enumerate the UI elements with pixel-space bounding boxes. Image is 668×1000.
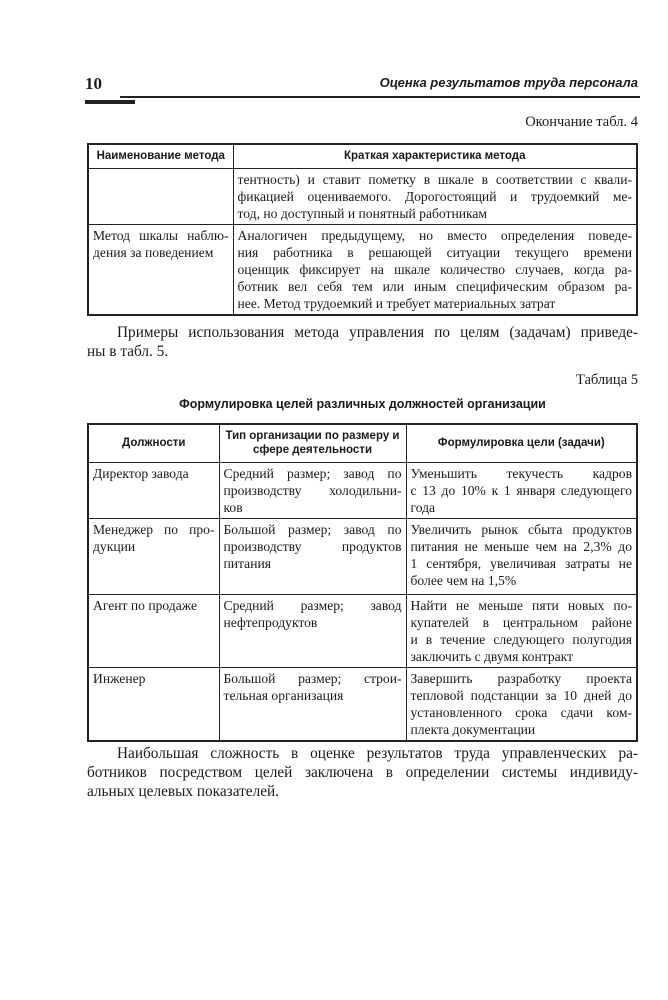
text-line: питания не меньше чем на 2,3% до	[410, 538, 633, 554]
table5-cell-position: Инженер	[87, 666, 220, 742]
table5-cell-goal: Завершить разработку проекта тепловой под…	[405, 666, 638, 742]
text-line: дукции	[93, 538, 136, 554]
table4-cell-name	[87, 167, 234, 225]
text-line: нефтепродуктов	[223, 614, 318, 630]
paragraph-2: Наибольшая сложность в оценке результато…	[87, 744, 638, 801]
text-line: ботник вел себя тем или иным специфическ…	[237, 278, 633, 294]
table4: Наименование метода Краткая характеристи…	[87, 143, 638, 316]
text-line: Средний размер; завод по	[223, 465, 402, 481]
text-line: купателей в центральном районе	[410, 614, 633, 630]
table5-header-type: Тип организации по размеру и сфере деяте…	[218, 423, 407, 463]
text-line: тельная организация	[223, 687, 344, 703]
text-line: альных целевых показателей.	[87, 783, 280, 800]
text-line: с 13 до 10% к 1 января следующего	[410, 482, 633, 498]
text-line: Наибольшая сложность в оценке результато…	[117, 745, 638, 762]
text-line: 1 сентября, увеличивая затраты не	[410, 555, 633, 571]
table5-cell-position: Агент по продаже	[87, 593, 220, 668]
text-line: нее. Метод трудоемкий и требует материал…	[237, 295, 556, 311]
running-title: Оценка результатов труда персонала	[379, 75, 638, 90]
text-line: ков	[223, 499, 243, 515]
text-line: ния работника в решающей ситуации текуще…	[237, 244, 633, 260]
text-line: фикацией оцениваемого. Дорогостоящий и т…	[237, 188, 633, 204]
table5-header-position: Должности	[87, 423, 220, 463]
table5-title: Формулировка целей различных должностей …	[179, 397, 546, 411]
table4-cell-desc: Аналогичен предыдущему, но вместо опреде…	[232, 223, 638, 315]
text-line: Инженер	[93, 670, 146, 686]
table5-cell-goal: Увеличить рынок сбыта продуктов питания н…	[405, 517, 638, 595]
table5-cell-type: Средний размер; завод по производству хол…	[218, 461, 407, 519]
text-line: Директор завода	[93, 465, 189, 481]
table5-cell-type: Большой размер; строи-тельная организаци…	[218, 666, 407, 742]
table4-cell-name: Метод шкалы наблю-дения за поведением	[87, 223, 234, 315]
header-rule	[120, 96, 640, 98]
table4-header-name: Наименование метода	[87, 143, 234, 169]
table5-cell-goal: Найти не меньше пяти новых по-купателей …	[405, 593, 638, 668]
table5-cell-type: Средний размер; завод нефтепродуктов	[218, 593, 407, 668]
table-row: Агент по продаже Средний размер; завод не…	[87, 593, 638, 668]
text-line: Найти не меньше пяти новых по-	[410, 597, 633, 613]
table-row: Менеджер по про-дукции Большой размер; з…	[87, 517, 638, 595]
text-line: производству холодильни-	[223, 482, 402, 498]
text-line: тентность) и ставит пометку в шкале в со…	[237, 171, 633, 187]
table5-cell-position: Директор завода	[87, 461, 220, 519]
text-line: питания	[223, 555, 272, 571]
header-bar	[85, 100, 135, 104]
table5: Должности Тип организации по размеру и с…	[87, 423, 638, 742]
text-line: заключить с двумя контракт	[410, 648, 574, 664]
text-line: Уменьшить текучесть кадров	[410, 465, 633, 481]
text-line: ботников посредством целей заключена в о…	[87, 764, 638, 781]
text-line: Завершить разработку проекта	[410, 670, 633, 686]
page-number: 10	[85, 74, 102, 93]
text-line: ны в табл. 5.	[87, 343, 169, 360]
text-line: тепловой подстанции за 10 дней до	[410, 687, 633, 703]
text-line: и в течение следующего полугодия	[410, 631, 633, 647]
table5-header-goal: Формулировка цели (задачи)	[405, 423, 638, 463]
paragraph-1: Примеры использования метода управления …	[87, 323, 638, 361]
text-line: года	[410, 499, 436, 515]
text-line: Примеры использования метода управления …	[117, 324, 638, 341]
text-line: Метод шкалы наблю-	[93, 227, 229, 243]
table4-header-desc: Краткая характеристика метода	[232, 143, 638, 169]
text-line: Увеличить рынок сбыта продуктов	[410, 521, 633, 537]
table-row: Директор завода Средний размер; завод по…	[87, 461, 638, 519]
text-line: Большой размер; завод по	[223, 521, 402, 537]
text-line: более чем на 1,5%	[410, 572, 517, 588]
table4-cell-desc: тентность) и ставит пометку в шкале в со…	[232, 167, 638, 225]
text-line: Средний размер; завод	[223, 597, 402, 613]
text-line: установленного срока сдачи ком-	[410, 704, 633, 720]
text-line: Менеджер по про-	[93, 521, 215, 537]
text-line: Аналогичен предыдущему, но вместо опреде…	[237, 227, 633, 243]
table4-caption: Окончание табл. 4	[525, 114, 638, 130]
text-line: Агент по продаже	[93, 597, 198, 613]
table5-cell-goal: Уменьшить текучесть кадров с 13 до 10% к …	[405, 461, 638, 519]
text-line: плекта документации	[410, 721, 536, 737]
table-row: Инженер Большой размер; строи-тельная ор…	[87, 666, 638, 742]
text-line: дения за поведением	[93, 244, 214, 260]
table-row: тентность) и ставит пометку в шкале в со…	[87, 167, 638, 225]
table5-cell-position: Менеджер по про-дукции	[87, 517, 220, 595]
table-row: Метод шкалы наблю-дения за поведением Ан…	[87, 223, 638, 315]
text-line: оценщик фиксирует на шкале количество сл…	[237, 261, 633, 277]
text-line: тод, но доступный и понятный работникам	[237, 205, 488, 221]
table5-caption: Таблица 5	[575, 372, 638, 388]
text-line: Большой размер; строи-	[223, 670, 402, 686]
text-line: производству продуктов	[223, 538, 402, 554]
table5-cell-type: Большой размер; завод по производству про…	[218, 517, 407, 595]
